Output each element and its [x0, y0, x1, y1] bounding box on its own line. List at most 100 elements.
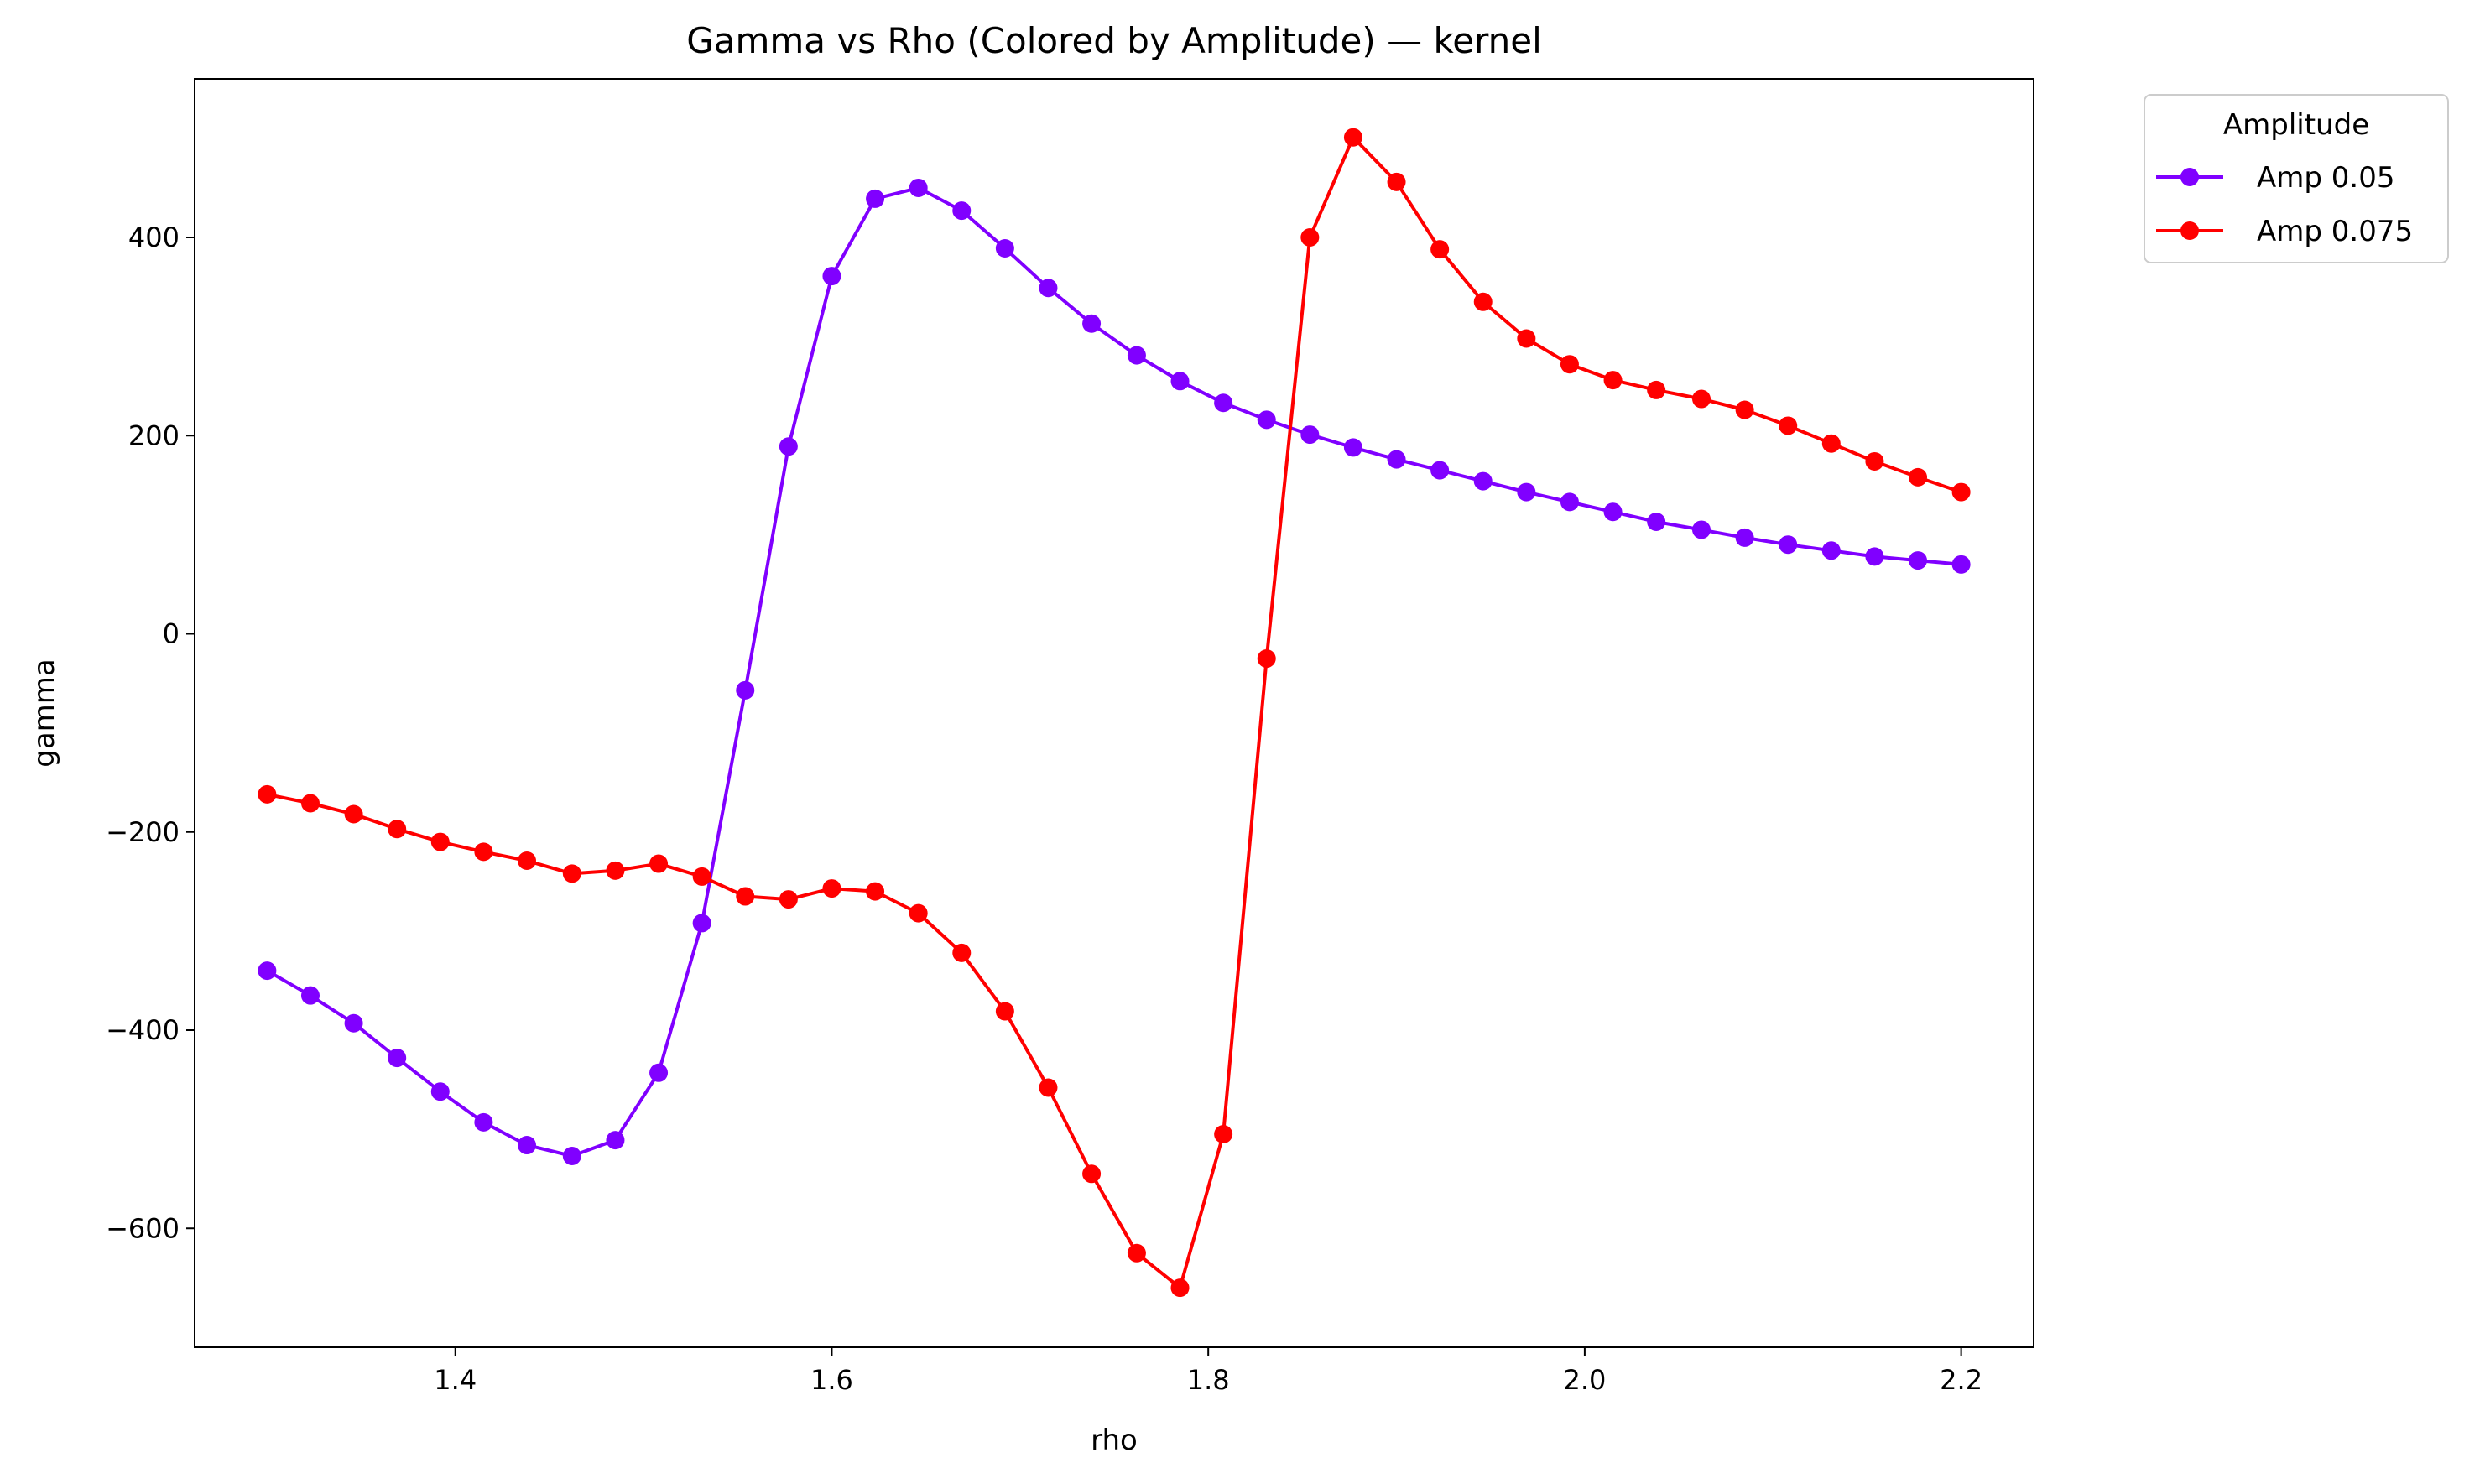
data-point	[1430, 461, 1450, 480]
y-axis: −600 −400 −200 0 200 400	[106, 221, 195, 1244]
data-point	[995, 238, 1014, 258]
data-point	[736, 887, 755, 906]
data-point	[692, 867, 711, 886]
data-point	[952, 201, 972, 221]
x-axis-label: rho	[1091, 1424, 1138, 1457]
data-point	[1779, 535, 1798, 555]
data-point	[517, 851, 536, 871]
data-point	[344, 804, 363, 824]
data-point	[1257, 649, 1276, 669]
data-point	[300, 986, 320, 1005]
data-point	[1560, 355, 1579, 374]
data-point	[562, 864, 581, 883]
data-point	[344, 1013, 363, 1033]
series-line-2	[266, 135, 1962, 1290]
data-point	[779, 890, 798, 909]
y-tick-label: 0	[163, 618, 180, 650]
y-tick-label: 400	[128, 221, 180, 253]
legend-marker	[2180, 221, 2199, 240]
data-point	[952, 943, 972, 962]
data-point	[866, 189, 885, 208]
data-point	[1821, 434, 1841, 453]
data-point	[1473, 292, 1493, 311]
data-point	[1951, 482, 1971, 502]
data-point	[1170, 372, 1190, 391]
x-axis: 1.4 1.6 1.8 2.0 2.2	[434, 1347, 1982, 1396]
data-point	[606, 861, 625, 880]
data-point	[1865, 451, 1884, 471]
data-point	[1214, 393, 1233, 413]
legend-label: Amp 0.05	[2257, 161, 2394, 195]
data-point	[909, 178, 928, 197]
data-point	[1735, 528, 1754, 547]
data-point	[1387, 450, 1406, 469]
legend-marker	[2180, 168, 2199, 186]
data-point	[474, 1112, 493, 1132]
data-point	[1779, 416, 1798, 435]
data-point	[822, 879, 841, 898]
data-point	[474, 842, 493, 862]
data-point	[517, 1136, 536, 1155]
data-point	[1517, 329, 1536, 348]
data-point	[1735, 400, 1754, 419]
data-point	[1127, 346, 1146, 365]
data-point	[1909, 467, 1928, 487]
x-tick-label: 1.6	[810, 1364, 853, 1396]
data-point	[388, 1049, 407, 1068]
data-point	[1821, 541, 1841, 560]
data-point	[430, 832, 450, 851]
data-point	[779, 437, 798, 456]
data-point	[1430, 240, 1450, 259]
data-point	[866, 882, 885, 901]
data-point	[606, 1131, 625, 1150]
series-layer	[258, 128, 1971, 1298]
plot-frame	[194, 78, 2034, 1348]
data-point	[1909, 551, 1928, 570]
data-point	[1865, 547, 1884, 566]
data-point	[1647, 513, 1666, 532]
data-point	[1560, 492, 1579, 512]
data-point	[258, 961, 277, 981]
data-point	[1214, 1125, 1233, 1144]
y-tick-label: 200	[128, 419, 180, 451]
series-line-1	[266, 185, 1961, 1158]
data-point	[1387, 172, 1406, 191]
data-point	[1603, 502, 1623, 522]
data-point	[1343, 128, 1362, 147]
data-point	[300, 794, 320, 813]
legend-box	[2144, 94, 2449, 263]
data-point	[1300, 228, 1320, 247]
data-point	[692, 914, 711, 933]
data-point	[1692, 389, 1711, 409]
data-point	[1343, 438, 1362, 457]
legend: Amplitude Amp 0.05 Amp 0.075	[2144, 94, 2449, 263]
chart-title: Gamma vs Rho (Colored by Amplitude) — ke…	[686, 20, 1542, 61]
x-tick-label: 1.8	[1187, 1364, 1230, 1396]
x-tick-label: 2.0	[1563, 1364, 1606, 1396]
data-point	[649, 1063, 669, 1082]
data-point	[909, 903, 928, 923]
data-point	[649, 854, 669, 873]
legend-entries: Amp 0.05 Amp 0.075	[2156, 161, 2413, 248]
x-tick-label: 1.4	[434, 1364, 477, 1396]
data-point	[1257, 410, 1276, 430]
y-tick-label: −400	[106, 1014, 180, 1046]
data-point	[258, 784, 277, 804]
data-point	[1127, 1243, 1146, 1263]
data-point	[995, 1002, 1014, 1021]
y-axis-label: gamma	[28, 659, 61, 768]
legend-label: Amp 0.075	[2257, 215, 2413, 248]
data-point	[562, 1147, 581, 1166]
data-point	[1170, 1278, 1190, 1298]
data-point	[822, 267, 841, 286]
data-point	[1647, 380, 1666, 399]
data-point	[1517, 482, 1536, 502]
data-point	[1473, 471, 1493, 491]
data-point	[736, 680, 755, 700]
x-tick-label: 2.2	[1940, 1364, 1982, 1396]
data-point	[1300, 425, 1320, 445]
data-point	[1692, 520, 1711, 539]
data-point	[388, 820, 407, 839]
y-tick-label: −600	[106, 1212, 180, 1244]
